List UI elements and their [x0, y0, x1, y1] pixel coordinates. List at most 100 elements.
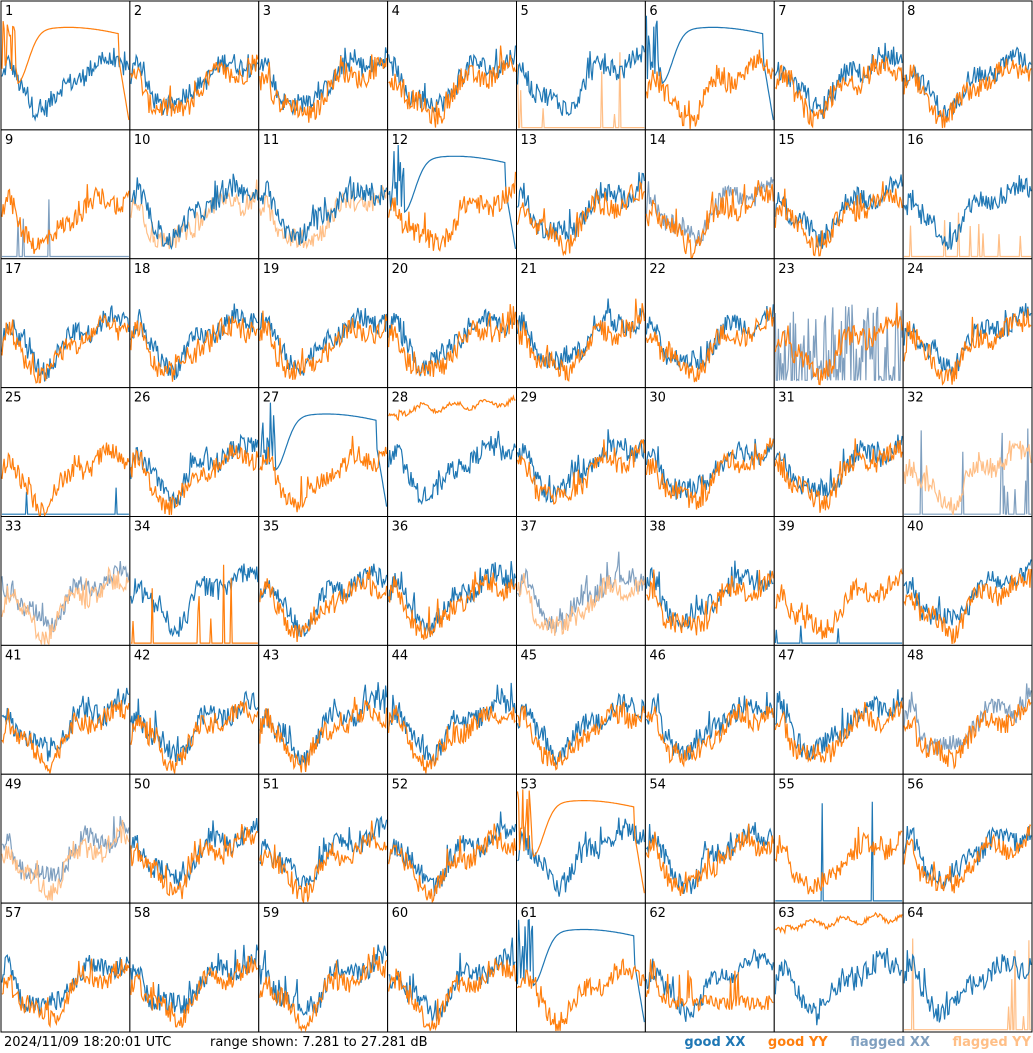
- series-58-good-yy: [130, 955, 259, 1028]
- panel-10: 10: [129, 129, 260, 260]
- series-59-good-yy: [259, 947, 388, 1033]
- panel-label: 1: [5, 4, 13, 19]
- series-17-good-xx: [1, 305, 130, 382]
- panel-frame: [0, 129, 131, 260]
- panel-frame: [387, 129, 517, 260]
- series-53-good-yy: [516, 789, 645, 894]
- panel-24: 24: [902, 258, 1033, 389]
- series-40-good-yy: [903, 568, 1032, 645]
- series-47-good-yy: [774, 700, 903, 764]
- panel-21: 21: [516, 258, 646, 389]
- panel-label: 43: [263, 648, 280, 663]
- panel-label: 14: [649, 133, 666, 148]
- panel-label: 21: [521, 262, 538, 277]
- panel-label: 20: [392, 262, 409, 277]
- panel-label: 55: [778, 777, 795, 792]
- panel-label: 59: [263, 906, 280, 921]
- panel-23: 23: [773, 258, 904, 389]
- panel-52: 52: [387, 773, 517, 904]
- series-23-good-yy: [774, 302, 903, 386]
- panel-frame: [644, 644, 775, 775]
- panel-label: 23: [778, 262, 795, 277]
- series-4-good-yy: [388, 45, 517, 128]
- panel-29: 29: [516, 387, 646, 517]
- series-36-good-yy: [388, 571, 517, 640]
- series-62-good-yy: [645, 959, 774, 1012]
- series-52-good-yy: [388, 823, 517, 904]
- panel-44: 44: [387, 644, 517, 775]
- footer: 2024/11/09 18:20:01 UTC range shown: 7.2…: [0, 1032, 1033, 1053]
- panel-label: 27: [263, 391, 280, 406]
- panel-frame: [0, 0, 131, 131]
- series-29-good-yy: [516, 439, 645, 505]
- panel-label: 58: [134, 906, 151, 921]
- series-35-good-yy: [259, 566, 388, 643]
- series-46-good-xx: [645, 691, 774, 761]
- series-46-good-yy: [645, 698, 774, 768]
- panel-30: 30: [644, 387, 775, 517]
- panel-32: 32: [902, 387, 1033, 517]
- series-15-good-yy: [774, 181, 903, 257]
- panel-51: 51: [258, 773, 389, 905]
- series-48-good-yy: [903, 698, 1032, 770]
- panel-frame: [387, 644, 517, 775]
- panel-label: 13: [521, 133, 538, 148]
- panel-frame: [0, 902, 131, 1033]
- series-7-good-xx: [774, 42, 903, 120]
- series-16-good-xx: [903, 175, 1032, 251]
- panel-50: 50: [129, 773, 260, 904]
- panel-frame: [387, 773, 517, 904]
- series-56-good-xx: [903, 825, 1032, 890]
- panel-frame: [258, 0, 389, 131]
- panel-label: 31: [778, 391, 795, 406]
- panel-61: 61: [516, 902, 646, 1033]
- panel-label: 2: [134, 4, 142, 19]
- panel-11: 11: [258, 129, 389, 260]
- panel-label: 47: [778, 648, 795, 663]
- series-21-good-yy: [516, 298, 645, 382]
- series-51-good-yy: [259, 820, 388, 905]
- series-12-good-xx: [388, 144, 517, 250]
- series-11-flagged-yy: [259, 184, 388, 250]
- panel-label: 7: [778, 4, 786, 19]
- panel-15: 15: [773, 129, 904, 260]
- series-44-good-yy: [388, 705, 516, 774]
- panel-label: 35: [263, 520, 280, 535]
- panel-label: 50: [134, 777, 151, 792]
- series-31-good-xx: [774, 434, 903, 499]
- series-43-good-yy: [259, 696, 388, 773]
- series-55-good-yy: [774, 826, 903, 895]
- legend-flagged-xx: flagged XX: [850, 1035, 930, 1050]
- series-31-good-yy: [774, 438, 903, 513]
- series-5-flagged-yy: [516, 52, 645, 129]
- series-16-flagged-yy: [904, 212, 1031, 258]
- series-37-flagged-xx: [517, 551, 645, 636]
- panel-42: 42: [129, 644, 260, 775]
- panel-64: 64: [902, 902, 1033, 1033]
- panel-8: 8: [902, 0, 1033, 131]
- panel-label: 51: [263, 777, 280, 792]
- series-18-good-yy: [130, 316, 259, 382]
- panel-label: 5: [521, 4, 529, 19]
- panel-12: 12: [387, 129, 517, 260]
- panel-frame: [387, 387, 517, 517]
- panel-frame: [902, 773, 1033, 904]
- panel-frame: [516, 644, 646, 775]
- panel-label: 39: [778, 520, 795, 535]
- panel-19: 19: [258, 258, 389, 389]
- series-63-good-xx: [774, 947, 903, 1026]
- series-55-good-xx: [775, 801, 903, 902]
- panel-label: 18: [134, 262, 151, 277]
- panel-62: 62: [644, 902, 775, 1033]
- series-36-good-xx: [388, 561, 517, 638]
- series-42-good-yy: [130, 700, 259, 774]
- panel-label: 11: [263, 133, 280, 148]
- series-25-good-xx: [2, 487, 129, 515]
- panel-label: 49: [5, 777, 22, 792]
- panel-4: 4: [387, 0, 517, 131]
- panel-38: 38: [644, 516, 775, 646]
- series-1-good-xx: [1, 47, 130, 122]
- series-6-good-xx: [645, 15, 774, 121]
- series-35-good-xx: [259, 563, 388, 637]
